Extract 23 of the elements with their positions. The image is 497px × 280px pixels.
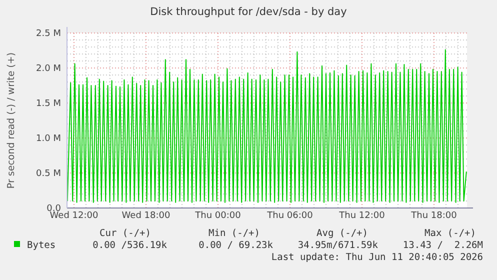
chart-title: Disk throughput for /dev/sda - by day bbox=[150, 6, 347, 18]
text: 34.95m/671.59k bbox=[298, 240, 378, 251]
text: Last update: Thu Jun 11 20:40:05 2026 bbox=[271, 252, 484, 263]
text: 0.00 / 69.23k bbox=[198, 240, 274, 251]
x-tick-label: Thu 18:00 bbox=[410, 211, 458, 221]
x-tick-label: Thu 00:00 bbox=[194, 211, 242, 221]
y-tick-label: 1.0 M bbox=[36, 134, 61, 144]
text: Min (-/+) bbox=[208, 228, 260, 239]
y-tick-label: 0.5 M bbox=[36, 169, 61, 180]
y-tick-label: 2.5 M bbox=[36, 29, 61, 40]
text: Avg (-/+) bbox=[316, 228, 368, 239]
y-tick-label: 1.5 M bbox=[36, 99, 61, 110]
x-tick-label: Thu 06:00 bbox=[266, 211, 314, 221]
text: 0.00 /536.19k bbox=[92, 240, 168, 251]
text: 13.43 / 2.26M bbox=[402, 240, 484, 251]
line-series bbox=[66, 49, 467, 203]
text: Max (-/+) bbox=[424, 228, 476, 239]
x-tick-label: Thu 12:00 bbox=[338, 211, 386, 221]
text: Cur (-/+) bbox=[100, 228, 151, 239]
y-tick-label: 2.0 M bbox=[36, 64, 61, 74]
y-axis-title: Pr second read (-) / write (+) bbox=[6, 52, 17, 189]
legend-label: Bytes bbox=[27, 240, 56, 251]
x-tick-label: Wed 18:00 bbox=[122, 211, 170, 221]
